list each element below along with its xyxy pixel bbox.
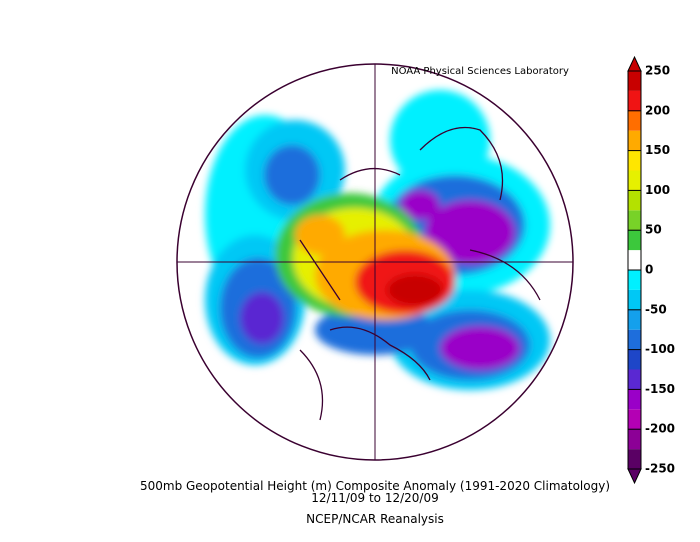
colorbar-band	[628, 449, 641, 469]
colorbar-band	[628, 250, 641, 270]
colorbar-band	[628, 369, 641, 390]
caption-title: 500mb Geopotential Height (m) Composite …	[140, 479, 610, 493]
colorbar: 250 200 150 100 50 0 -50 -100 -150 -200 -250	[627, 55, 675, 485]
colorbar-tick-label: -100	[645, 342, 675, 356]
colorbar-band	[628, 150, 641, 171]
colorbar-band	[628, 329, 641, 350]
colorbar-tick-label: 200	[645, 103, 670, 117]
colorbar-tick-label: -250	[645, 462, 675, 476]
caption-dates: 12/11/09 to 12/20/09	[311, 491, 438, 505]
colorbar-tick-label: 100	[645, 183, 670, 197]
colorbar-band	[628, 130, 641, 151]
colorbar-band	[628, 210, 641, 231]
colorbar-band	[628, 270, 641, 290]
colorbar-band	[628, 429, 641, 450]
colorbar-band	[628, 110, 641, 131]
colorbar-band	[628, 309, 641, 330]
caption-source: NCEP/NCAR Reanalysis	[306, 512, 444, 526]
colorbar-band	[628, 71, 641, 91]
colorbar-arrow-top	[627, 55, 642, 72]
colorbar-tick-label: 150	[645, 143, 670, 157]
credit: NOAA Physical Sciences Laboratory	[391, 66, 569, 77]
colorbar-band	[628, 170, 641, 191]
colorbar-tick-label: -150	[645, 382, 675, 396]
colorbar-tick-label: 0	[645, 263, 653, 277]
colorbar-band	[628, 289, 641, 310]
colorbar-tick-label: 50	[645, 223, 662, 237]
colorbar-band	[628, 90, 641, 111]
colorbar-band	[628, 349, 641, 370]
colorbar-band	[628, 230, 641, 251]
colorbar-band	[628, 389, 641, 410]
coastlines	[299, 126, 541, 421]
colorbar-tick-label: -50	[645, 302, 667, 316]
colorbar-arrow-bottom	[627, 468, 642, 485]
colorbar-tick-label: 250	[645, 64, 670, 78]
colorbar-tick-label: -200	[645, 422, 675, 436]
colorbar-band	[628, 190, 641, 211]
colorbar-band	[628, 409, 641, 430]
